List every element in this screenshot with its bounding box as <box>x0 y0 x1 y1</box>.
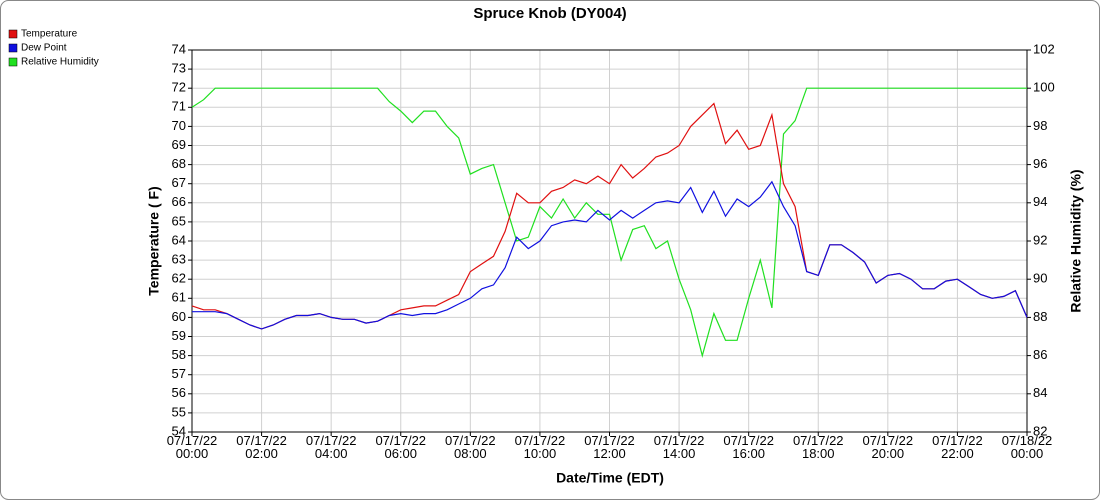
y-tick-label: 71 <box>172 99 186 114</box>
x-tick-label: 07/18/22 00:00 <box>1002 433 1053 461</box>
y-tick-label: 61 <box>172 290 186 305</box>
y2-tick-label: 90 <box>1033 271 1047 286</box>
x-tick-label: 07/17/22 20:00 <box>863 433 914 461</box>
x-tick-label: 07/17/22 00:00 <box>167 433 218 461</box>
y-axis-title: Temperature ( F) <box>146 186 162 295</box>
legend-swatch <box>8 29 18 39</box>
y-tick-label: 58 <box>172 347 186 362</box>
x-axis-title: Date/Time (EDT) <box>556 470 664 486</box>
y-tick-label: 66 <box>172 194 186 209</box>
y2-tick-label: 82 <box>1033 423 1047 438</box>
y2-tick-label: 96 <box>1033 156 1047 171</box>
series-line <box>192 180 1028 330</box>
x-tick-label: 07/17/22 12:00 <box>584 433 635 461</box>
y2-tick-label: 100 <box>1033 80 1055 95</box>
y-tick-label: 57 <box>172 366 186 381</box>
legend-swatch <box>8 57 18 67</box>
y2-tick-label: 94 <box>1033 194 1047 209</box>
y-tick-label: 65 <box>172 213 186 228</box>
x-tick-label: 07/17/22 10:00 <box>515 433 566 461</box>
y-tick-label: 68 <box>172 156 186 171</box>
x-tick-label: 07/17/22 22:00 <box>932 433 983 461</box>
legend-swatch <box>8 43 18 53</box>
y2-tick-label: 92 <box>1033 232 1047 247</box>
y-tick-label: 64 <box>172 232 186 247</box>
legend-label: Dew Point <box>21 43 67 54</box>
x-tick-label: 07/17/22 08:00 <box>445 433 496 461</box>
y-tick-label: 72 <box>172 80 186 95</box>
x-tick-label: 07/17/22 14:00 <box>654 433 705 461</box>
x-tick-label: 07/17/22 06:00 <box>375 433 426 461</box>
y2-tick-label: 88 <box>1033 309 1047 324</box>
y-tick-label: 69 <box>172 137 186 152</box>
y-tick-label: 56 <box>172 385 186 400</box>
x-tick-label: 07/17/22 16:00 <box>723 433 774 461</box>
x-tick-label: 07/17/22 02:00 <box>236 433 287 461</box>
legend-label: Temperature <box>21 29 78 40</box>
x-tick-label: 07/17/22 04:00 <box>306 433 357 461</box>
y-tick-label: 67 <box>172 175 186 190</box>
chart-title: Spruce Knob (DY004) <box>473 5 626 22</box>
y2-tick-label: 98 <box>1033 118 1047 133</box>
y-tick-label: 62 <box>172 271 186 286</box>
legend-label: Relative Humidity <box>21 57 99 68</box>
series-line <box>191 87 1027 358</box>
y-tick-label: 74 <box>172 41 186 56</box>
y-tick-label: 70 <box>172 118 186 133</box>
y2-tick-label: 84 <box>1033 385 1047 400</box>
y-tick-label: 63 <box>172 252 186 267</box>
y2-axis-title: Relative Humidity (%) <box>1068 169 1084 312</box>
y2-tick-label: 86 <box>1033 347 1047 362</box>
grid <box>191 49 1028 433</box>
y-tick-label: 55 <box>172 404 186 419</box>
y-tick-label: 73 <box>172 61 186 76</box>
y-tick-label: 59 <box>172 328 186 343</box>
x-tick-label: 07/17/22 18:00 <box>793 433 844 461</box>
y-tick-label: 54 <box>172 423 186 438</box>
y-tick-label: 60 <box>172 309 186 324</box>
y2-tick-label: 102 <box>1033 41 1055 56</box>
